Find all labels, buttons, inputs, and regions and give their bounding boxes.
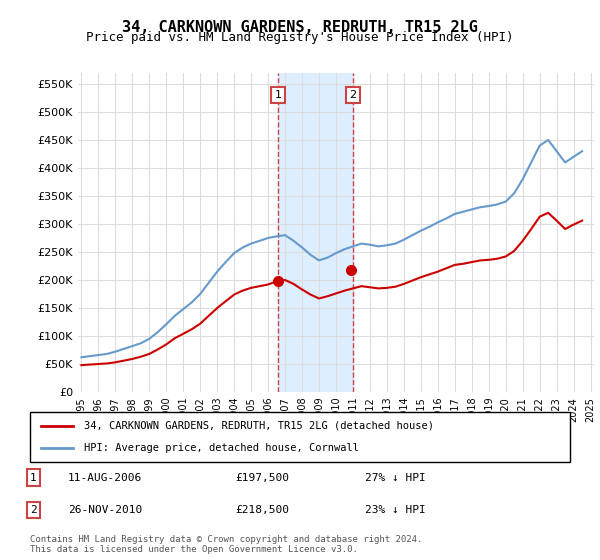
Text: 34, CARKNOWN GARDENS, REDRUTH, TR15 2LG: 34, CARKNOWN GARDENS, REDRUTH, TR15 2LG <box>122 20 478 35</box>
Bar <box>278 73 353 392</box>
Text: 34, CARKNOWN GARDENS, REDRUTH, TR15 2LG (detached house): 34, CARKNOWN GARDENS, REDRUTH, TR15 2LG … <box>84 421 434 431</box>
Text: 2: 2 <box>349 90 356 100</box>
Text: 2: 2 <box>30 505 37 515</box>
Text: 1: 1 <box>30 473 37 483</box>
FancyBboxPatch shape <box>30 412 570 462</box>
Text: 23% ↓ HPI: 23% ↓ HPI <box>365 505 425 515</box>
Text: £197,500: £197,500 <box>235 473 289 483</box>
Text: Price paid vs. HM Land Registry's House Price Index (HPI): Price paid vs. HM Land Registry's House … <box>86 31 514 44</box>
Text: 1: 1 <box>275 90 282 100</box>
Text: 27% ↓ HPI: 27% ↓ HPI <box>365 473 425 483</box>
Text: Contains HM Land Registry data © Crown copyright and database right 2024.
This d: Contains HM Land Registry data © Crown c… <box>30 535 422 554</box>
Text: £218,500: £218,500 <box>235 505 289 515</box>
Text: 11-AUG-2006: 11-AUG-2006 <box>68 473 142 483</box>
Text: HPI: Average price, detached house, Cornwall: HPI: Average price, detached house, Corn… <box>84 443 359 453</box>
Text: 26-NOV-2010: 26-NOV-2010 <box>68 505 142 515</box>
